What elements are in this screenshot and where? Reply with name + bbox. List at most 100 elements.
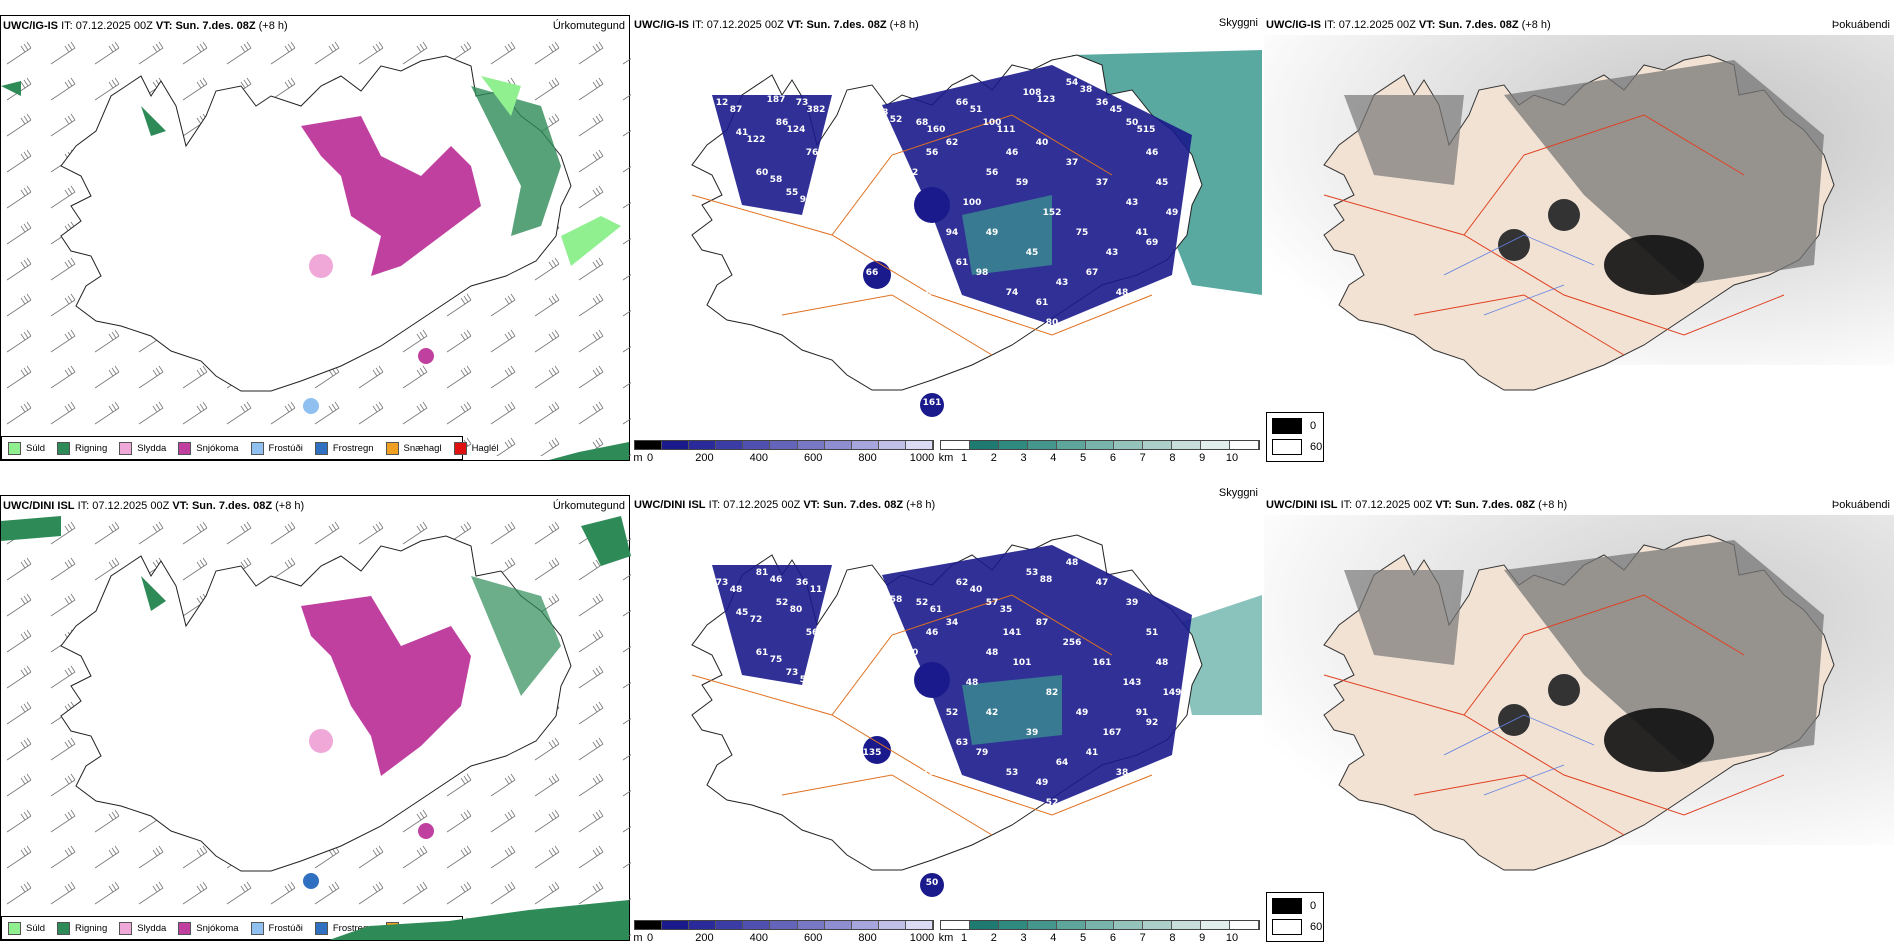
cloud-base-label: 87 xyxy=(730,105,743,115)
cloud-base-label: 62 xyxy=(926,288,939,298)
cloud-base-label: 45 xyxy=(736,608,749,618)
cloud-base-label: 152 xyxy=(1043,208,1062,218)
cloud-base-label: 43 xyxy=(1126,198,1139,208)
colorbar-tick: 8 xyxy=(1169,932,1176,944)
colorbar-cell xyxy=(662,441,690,449)
cloud-base-label: 39 xyxy=(1026,728,1039,738)
cloud-base-label: 124 xyxy=(787,125,806,135)
cloud-base-label: 98 xyxy=(976,268,989,278)
colorbar-cell xyxy=(969,441,999,449)
colorbar-cell xyxy=(851,921,879,929)
cloud-base-label: 108 xyxy=(1023,88,1042,98)
cloud-base-label: 46 xyxy=(770,575,783,585)
colorbar-cell xyxy=(969,921,999,929)
colorbar-tick: 0 xyxy=(646,932,654,944)
colorbar-cell xyxy=(689,921,717,929)
cloud-base-label: 59 xyxy=(1016,178,1029,188)
cloud-base-label: 80 xyxy=(906,648,919,658)
colorbar-cell xyxy=(1027,441,1057,449)
colorbar-cell xyxy=(941,921,970,929)
legend-label: Rigning xyxy=(75,442,108,454)
panel-title: Úrkomutegund xyxy=(552,20,625,32)
colorbar-cell xyxy=(1143,441,1173,449)
legend-swatch xyxy=(250,441,264,455)
cloud-base-label: 48 xyxy=(1066,558,1079,568)
colorbar-tick: 1 xyxy=(960,452,968,464)
cloud-base-label: 92 xyxy=(1146,718,1159,728)
colorbar-cell xyxy=(905,441,934,449)
legend-label: Snjókoma xyxy=(196,442,239,454)
colorbar-cell xyxy=(716,921,744,929)
cloud-base-label: 12 xyxy=(716,98,729,108)
colorbar-cell xyxy=(1056,921,1086,929)
cloud-base-label: 94 xyxy=(946,228,959,238)
panel-header: UWC/IG-IS IT: 07.12.2025 00Z VT: Sun. 7.… xyxy=(3,20,288,32)
legend-label: Frostúði xyxy=(268,922,303,934)
colorbar-cell xyxy=(1143,921,1173,929)
cloud-base-label: 161 xyxy=(1093,658,1112,668)
colorbar-cell xyxy=(1230,921,1259,929)
cloud-base-label: 80 xyxy=(1046,318,1059,328)
fog-map[interactable] xyxy=(1264,35,1894,455)
legend-item: Rigning xyxy=(57,441,108,455)
colorbar-cell xyxy=(1114,921,1144,929)
cloud-base-label: 63 xyxy=(956,738,969,748)
legend-label: Súld xyxy=(26,922,46,934)
colorbar-tick: 1 xyxy=(960,932,968,944)
cloud-base-label: 50 xyxy=(1126,118,1139,128)
colorbar-cell xyxy=(1056,441,1086,449)
cloud-base-label: 87 xyxy=(1036,618,1049,628)
cloud-base-label: 100 xyxy=(923,768,942,778)
cloud-base-label: 61 xyxy=(930,605,943,615)
cloud-base-label: 64 xyxy=(1056,758,1069,768)
colorbar-tick: 800 xyxy=(858,932,877,944)
cloud-base-label: 100 xyxy=(963,198,982,208)
cloud-base-label: 82 xyxy=(1046,688,1059,698)
cloud-base-label: 46 xyxy=(1006,148,1019,158)
colorbar-cell xyxy=(824,441,852,449)
cloud-base-label: 54 xyxy=(1066,78,1079,88)
colorbar-cell xyxy=(878,921,906,929)
cloud-base-label: 48 xyxy=(1156,658,1169,668)
legend-swatch xyxy=(178,921,192,935)
legend-swatch xyxy=(119,921,133,935)
precip-areas xyxy=(1,516,631,889)
colorbar-cell xyxy=(941,441,970,449)
cloud-base-label: 42 xyxy=(906,168,919,178)
legend-item: Súld xyxy=(8,441,45,455)
fog-map[interactable] xyxy=(1264,515,1894,935)
colorbar-tick: 10 xyxy=(1225,932,1239,944)
cloud-base-label: 72 xyxy=(750,615,763,625)
cloud-base-label: 55 xyxy=(786,188,799,198)
cloud-base-label: 515 xyxy=(1137,125,1156,135)
cloud-base-label: 58 xyxy=(770,175,783,185)
colorbar-tick: 4 xyxy=(1050,452,1057,464)
cloud-map[interactable]: 73 81 36 45 52 56 61 73 91 52 62 57 53 48 47 39 51 48 149 9… xyxy=(632,515,1262,935)
colorbar-cell xyxy=(635,441,663,449)
cloud-base-label: 79 xyxy=(976,748,989,758)
precip-type-map[interactable] xyxy=(1,516,631,936)
colorbar-cell xyxy=(1172,441,1202,449)
panel-title: Þokuábendi xyxy=(1831,19,1890,31)
fog-panel-row1: UWC/IG-IS IT: 07.12.2025 00Z VT: Sun. 7.… xyxy=(1264,15,1894,461)
cloud-base-label: 46 xyxy=(1146,148,1159,158)
cloud-base-label: 62 xyxy=(956,578,969,588)
cloud-base-label: 46 xyxy=(926,628,939,638)
colorbar-cell xyxy=(743,441,771,449)
cloud-base-label: 143 xyxy=(1123,678,1142,688)
cloud-base-label: 36 xyxy=(1096,98,1109,108)
colorbar-cell xyxy=(689,441,717,449)
visibility-colorbar: km 1 2 3 4 5 6 7 8 9 10 xyxy=(939,440,1260,466)
cloud-base-label: 81 xyxy=(756,568,769,578)
colorbar-cell xyxy=(662,921,690,929)
cloud-base-label: 48 xyxy=(986,648,999,658)
cloud-map[interactable]: 12 03 73 41 86 76 60 55 68 68 66 100 108 54 36 50 46 45 49… xyxy=(632,35,1262,455)
precip-type-map[interactable] xyxy=(1,36,631,456)
cloud-base-label: 37 xyxy=(1066,158,1079,168)
cloud-base-label: 61 xyxy=(756,648,769,658)
colorbar-cell xyxy=(851,441,879,449)
cloud-base-label: 67 xyxy=(1086,268,1099,278)
cloud-base-label: 40 xyxy=(970,585,983,595)
colorbar-tick: 6 xyxy=(1109,452,1116,464)
colorbar-cell xyxy=(998,441,1028,449)
